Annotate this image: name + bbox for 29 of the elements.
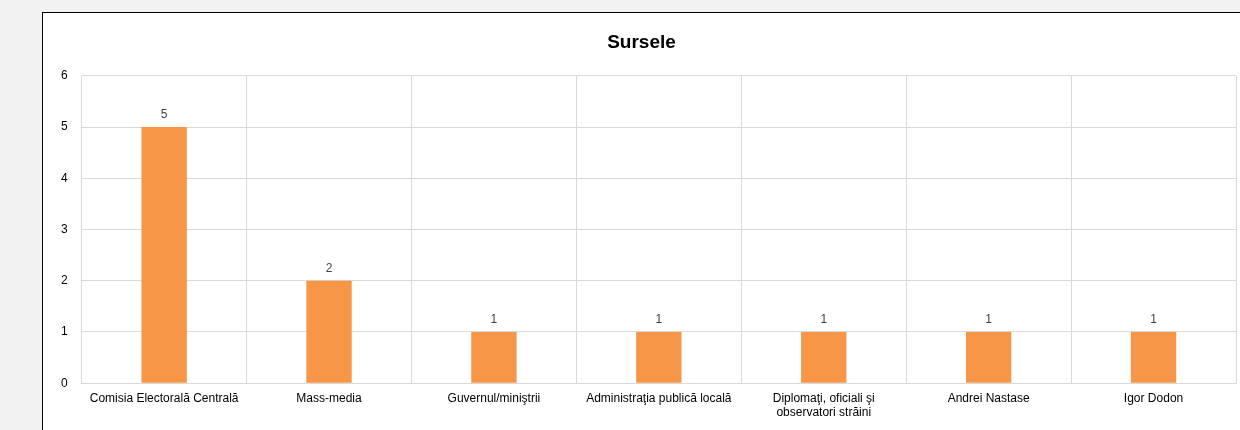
x-tick-label: Andrei Nastase: [947, 390, 1030, 405]
y-tick-label: 0: [60, 375, 68, 390]
data-label: 1: [820, 312, 828, 327]
bar: [965, 331, 1012, 383]
bar: [636, 331, 682, 383]
bar: [471, 331, 517, 383]
bar: [141, 127, 187, 383]
data-label: 1: [985, 312, 993, 327]
x-tick-label: Administraţia publică locală: [586, 390, 732, 405]
x-tick-label: Diplomaţi, oficiali şi observatori străini: [772, 390, 875, 420]
y-tick-label: 6: [60, 68, 68, 83]
x-tick-label: Comisia Electorală Centrală: [89, 390, 239, 405]
y-tick-label: 3: [60, 221, 68, 236]
data-label: 1: [490, 312, 498, 327]
bar: [1130, 331, 1177, 383]
y-tick-label: 1: [60, 324, 68, 339]
x-tick-label: Igor Dodon: [1123, 390, 1184, 405]
data-label: 1: [1150, 312, 1158, 327]
y-tick-label: 4: [60, 170, 68, 185]
bar: [801, 331, 847, 383]
data-label: 2: [325, 261, 333, 276]
bar: [306, 280, 352, 383]
chart-title: Sursele: [607, 30, 676, 52]
y-tick-label: 2: [60, 273, 68, 288]
x-tick-label: Guvernul/miniştrii: [447, 390, 541, 405]
data-label: 1: [655, 312, 663, 327]
x-tick-label: Mass-media: [296, 390, 363, 405]
y-tick-label: 5: [60, 119, 68, 134]
data-label: 5: [160, 107, 168, 122]
